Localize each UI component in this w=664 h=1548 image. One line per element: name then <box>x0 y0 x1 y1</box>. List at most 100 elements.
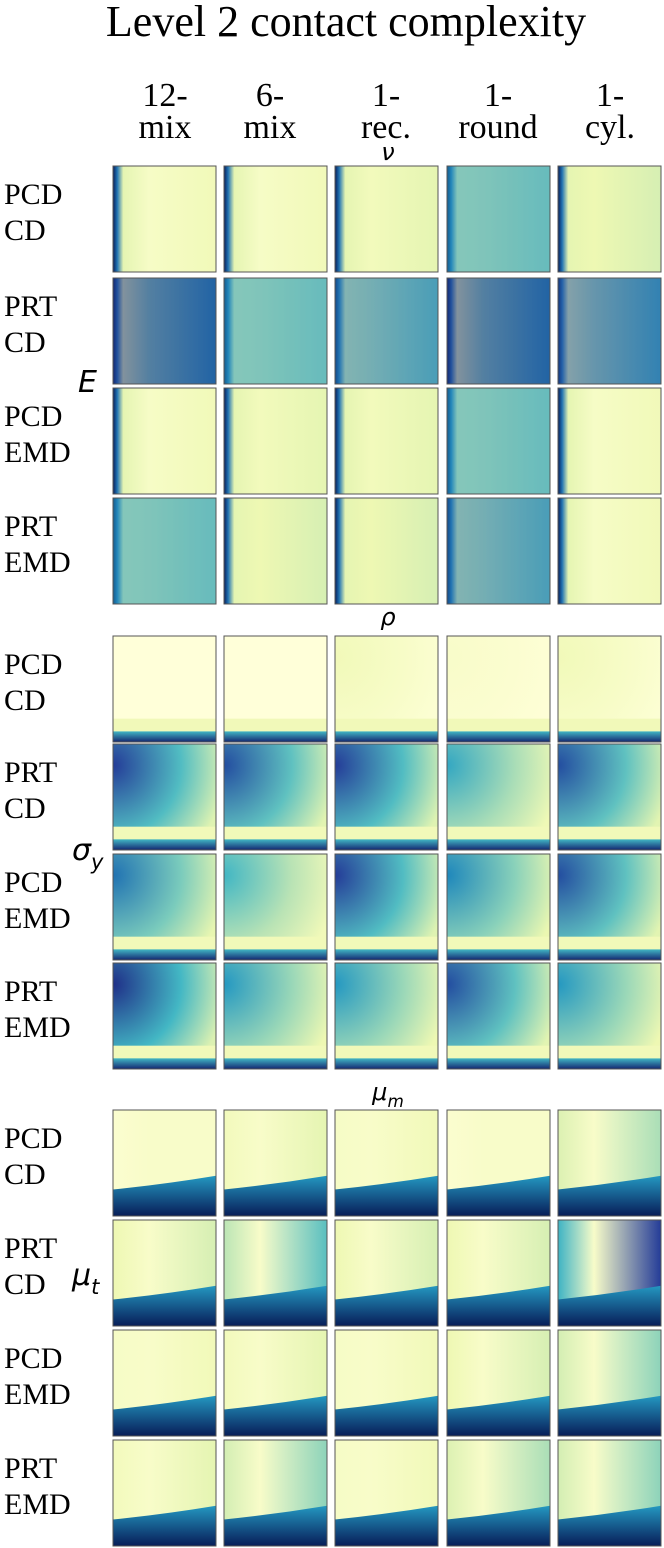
section-label: ν <box>381 138 394 166</box>
heatmap <box>557 1439 662 1547</box>
heatmap <box>446 277 551 385</box>
section-label-subscript: m <box>387 1091 403 1111</box>
heatmap <box>112 1439 217 1547</box>
section-label-symbol: ν <box>381 138 394 166</box>
row-label: PCD <box>4 1342 62 1375</box>
y-axis-label-subscript: y <box>90 850 104 874</box>
figure-title: Level 2 contact complexity <box>106 0 586 46</box>
column-header: 1- <box>596 77 624 114</box>
heatmap <box>112 743 217 851</box>
row-label: PCD <box>4 648 62 681</box>
heatmap <box>557 853 662 961</box>
heatmap <box>112 277 217 385</box>
y-axis-label: σy <box>72 833 104 874</box>
row-label: PRT <box>4 290 57 323</box>
heatmap <box>334 635 439 743</box>
column-header: mix <box>244 109 297 146</box>
heatmap <box>223 743 328 851</box>
row-label: PRT <box>4 1232 57 1265</box>
heatmap <box>446 743 551 851</box>
heatmap <box>223 1109 328 1217</box>
heatmap <box>446 1439 551 1547</box>
row-label: CD <box>4 1158 46 1191</box>
heatmap <box>112 1219 217 1327</box>
heatmap <box>446 165 551 273</box>
heatmap <box>334 497 439 605</box>
heatmap <box>223 387 328 495</box>
y-axis-label-subscript: t <box>91 1275 100 1299</box>
heatmap <box>223 497 328 605</box>
heatmap <box>557 165 662 273</box>
column-header: 6- <box>256 77 284 114</box>
heatmap <box>112 853 217 961</box>
heatmap <box>334 743 439 851</box>
y-axis-label-symbol: σ <box>72 833 92 868</box>
row-label: CD <box>4 326 46 359</box>
section-label: μm <box>371 1078 404 1111</box>
y-axis-label: μt <box>71 1258 100 1299</box>
heatmap <box>334 165 439 273</box>
row-label: PRT <box>4 1452 57 1485</box>
row-label: EMD <box>4 902 71 935</box>
heatmap <box>223 853 328 961</box>
row-label: CD <box>4 1268 46 1301</box>
heatmap <box>446 1329 551 1437</box>
heatmap <box>223 277 328 385</box>
heatmap <box>557 1329 662 1437</box>
row-label: CD <box>4 214 46 247</box>
row-label: PRT <box>4 756 57 789</box>
y-axis-label: E <box>78 365 97 400</box>
heatmap <box>334 1329 439 1437</box>
heatmap <box>112 165 217 273</box>
heatmap <box>446 962 551 1070</box>
row-label: PCD <box>4 866 62 899</box>
column-header: rec. <box>361 109 411 146</box>
heatmap <box>112 1329 217 1437</box>
heatmap <box>446 635 551 743</box>
row-label: EMD <box>4 1011 71 1044</box>
heatmap <box>334 277 439 385</box>
heatmap <box>334 962 439 1070</box>
heatmap <box>446 853 551 961</box>
heatmap <box>446 387 551 495</box>
heatmap <box>557 962 662 1070</box>
column-header: cyl. <box>585 109 635 146</box>
row-label: PCD <box>4 178 62 211</box>
heatmap <box>112 497 217 605</box>
column-header: mix <box>139 109 192 146</box>
row-label: EMD <box>4 1378 71 1411</box>
heatmap <box>446 1219 551 1327</box>
heatmap <box>223 1439 328 1547</box>
row-label: PRT <box>4 975 57 1008</box>
row-label: PCD <box>4 400 62 433</box>
heatmap <box>446 497 551 605</box>
heatmap <box>334 1439 439 1547</box>
row-label: PCD <box>4 1122 62 1155</box>
row-label: EMD <box>4 1488 71 1521</box>
heatmap <box>557 635 662 743</box>
heatmap <box>223 962 328 1070</box>
heatmap <box>334 853 439 961</box>
column-header: 1- <box>372 77 400 114</box>
heatmap <box>557 387 662 495</box>
section-label-symbol: μ <box>371 1078 387 1106</box>
y-axis-label-symbol: μ <box>71 1258 91 1293</box>
heatmap <box>223 1219 328 1327</box>
section-label: ρ <box>380 603 395 631</box>
heatmap <box>334 387 439 495</box>
heatmap <box>557 277 662 385</box>
row-label: PRT <box>4 510 57 543</box>
heatmap <box>557 1219 662 1327</box>
section-label-symbol: ρ <box>380 603 395 631</box>
heatmap <box>334 1219 439 1327</box>
heatmap <box>223 165 328 273</box>
heatmap <box>446 1109 551 1217</box>
column-header: 1- <box>484 77 512 114</box>
heatmap <box>112 1109 217 1217</box>
heatmap <box>223 1329 328 1437</box>
heatmap <box>223 635 328 743</box>
row-label: EMD <box>4 546 71 579</box>
row-label: EMD <box>4 436 71 469</box>
